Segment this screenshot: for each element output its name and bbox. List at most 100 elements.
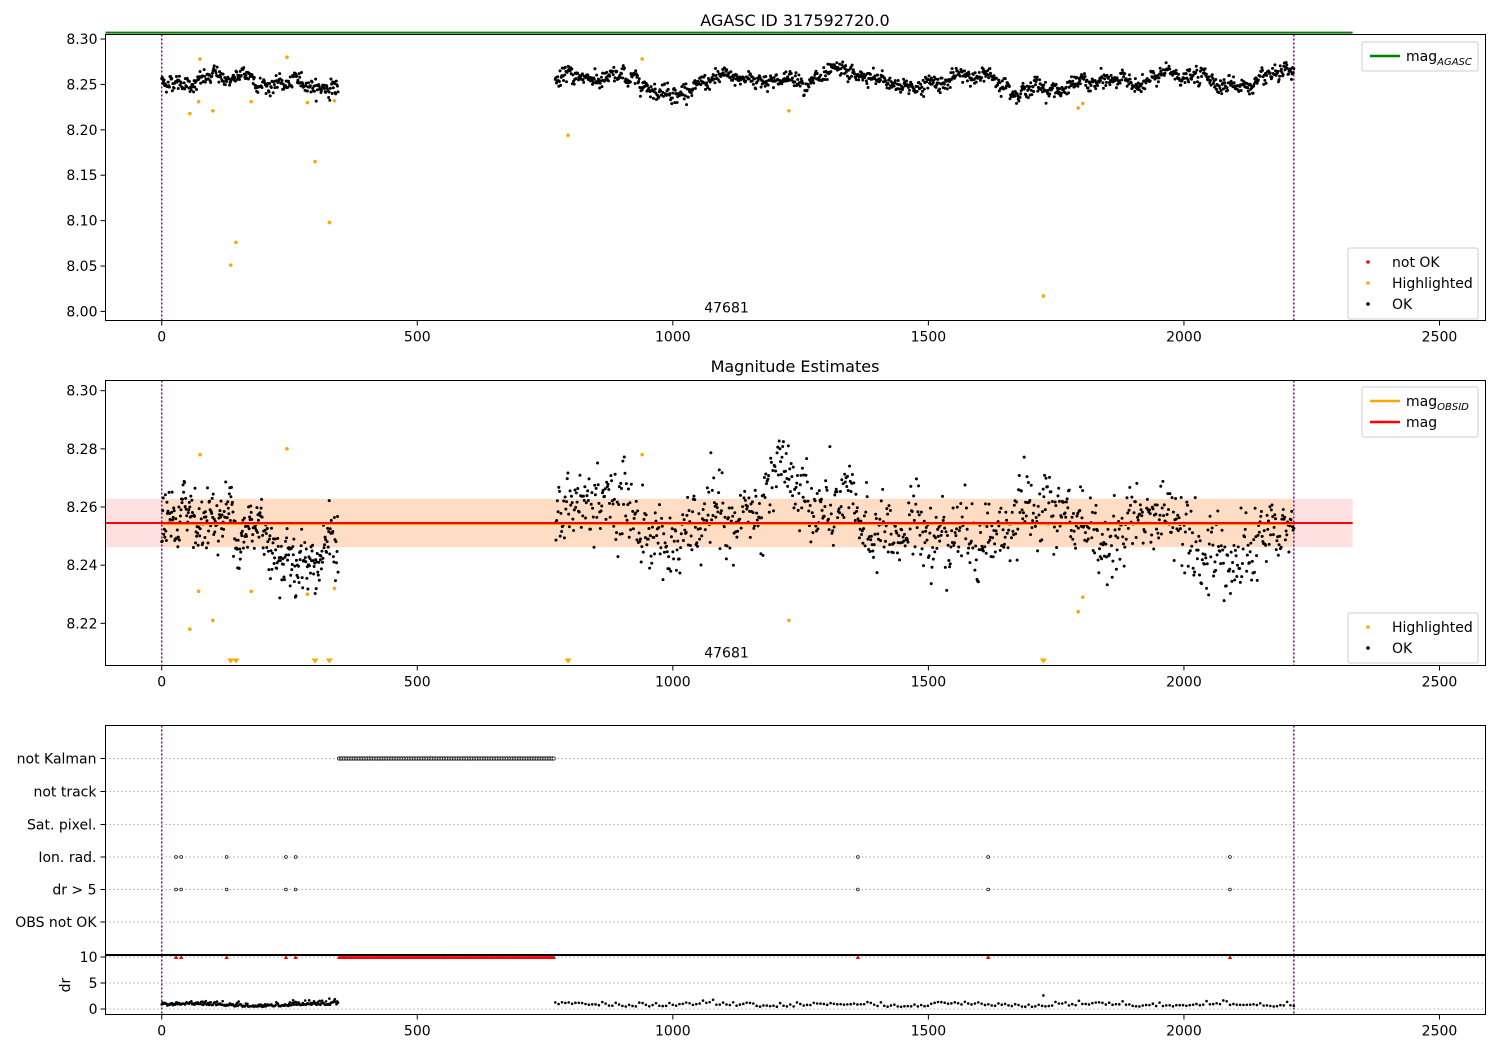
ok-point [681, 513, 685, 517]
ok-point [222, 79, 226, 83]
ok-point [1194, 540, 1198, 544]
ok-point [611, 69, 615, 73]
ok-point [300, 576, 304, 580]
ok-point [648, 95, 652, 99]
ok-point [1214, 87, 1218, 91]
ok-point [732, 76, 736, 80]
ok-point [698, 527, 702, 531]
ok-point [1165, 513, 1169, 517]
ok-point [1283, 515, 1287, 519]
dr-point [654, 1001, 658, 1005]
ok-point [329, 518, 333, 522]
ok-point [242, 516, 246, 520]
ok-point [677, 557, 681, 561]
legend-box [1347, 247, 1479, 320]
dr-point [768, 1004, 772, 1008]
ok-point [326, 545, 330, 549]
flag-marker [224, 887, 229, 892]
ok-point [562, 536, 566, 540]
ok-point [1280, 71, 1284, 75]
ok-point [1193, 570, 1197, 574]
ok-point [183, 87, 187, 91]
ok-point [1159, 69, 1163, 73]
legend-top: magAGASC [1361, 41, 1479, 72]
dr-point [893, 1003, 896, 1006]
ok-point [1152, 547, 1156, 551]
ok-point [1285, 66, 1289, 70]
ok-point [1243, 535, 1247, 539]
ok-point [299, 544, 303, 548]
ok-point [779, 473, 783, 477]
dr-point [862, 1002, 866, 1006]
y-tick-label: 8.30 [66, 32, 97, 48]
ok-point [1031, 85, 1035, 89]
ok-point [854, 78, 858, 82]
ok-point [690, 93, 694, 97]
ok-point [812, 76, 816, 80]
ok-point [626, 84, 630, 88]
ok-point [989, 555, 993, 559]
y-tick-label: 8.24 [66, 558, 97, 574]
ok-point [846, 488, 850, 492]
ok-point [250, 517, 254, 521]
dr-point [684, 1001, 688, 1004]
ok-point [284, 539, 288, 543]
ok-point [281, 557, 285, 561]
ok-point [172, 86, 176, 90]
ok-point [256, 518, 260, 522]
ok-point [1226, 88, 1230, 92]
ok-point [1101, 86, 1105, 90]
ok-point [1183, 81, 1187, 85]
ok-point [929, 76, 933, 80]
ok-point [626, 487, 630, 491]
ok-point [679, 546, 683, 550]
out-of-range-marker [564, 658, 572, 664]
ok-point [731, 563, 735, 567]
ok-point [1228, 567, 1232, 571]
ok-point [850, 63, 854, 67]
ok-point [775, 451, 779, 455]
dr-point [627, 1003, 631, 1007]
ok-point [1167, 507, 1171, 511]
dr-point [1121, 1000, 1124, 1003]
ok-point [1256, 78, 1260, 82]
ok-point [572, 508, 576, 512]
ok-point [1022, 455, 1026, 459]
dr-point [876, 1004, 879, 1008]
dr-point [872, 1003, 876, 1006]
ok-point [747, 77, 751, 81]
ok-point [1161, 479, 1165, 483]
ok-point [1231, 560, 1235, 564]
ok-point [206, 541, 210, 545]
ok-point [285, 536, 289, 540]
ok-point [1243, 527, 1247, 531]
ok-point [584, 501, 588, 505]
ok-point [1252, 84, 1256, 88]
ok-point [911, 552, 915, 556]
ok-point [1113, 528, 1117, 532]
ok-point [789, 461, 793, 465]
legend-box [1361, 386, 1479, 438]
ok-point [1032, 503, 1036, 507]
dr-point [822, 1002, 826, 1006]
ok-point [250, 539, 254, 543]
dr-point [637, 1001, 641, 1004]
ok-point [565, 500, 569, 504]
ok-point [1255, 578, 1259, 582]
dr-point [1111, 1003, 1114, 1007]
ok-point [907, 88, 911, 92]
dr-point [950, 1002, 953, 1005]
ok-point [1058, 87, 1062, 91]
ok-point [1093, 511, 1097, 515]
ok-point [1232, 81, 1236, 85]
dr-point [1117, 1003, 1121, 1006]
ok-point [866, 85, 870, 89]
dr-point [336, 1001, 340, 1005]
x-tick-label: 500 [404, 330, 431, 346]
ok-point [682, 518, 686, 522]
ok-point [168, 517, 172, 521]
ok-point [927, 74, 931, 78]
ok-point [924, 529, 928, 533]
ok-point [669, 535, 673, 539]
ok-point [239, 550, 243, 554]
